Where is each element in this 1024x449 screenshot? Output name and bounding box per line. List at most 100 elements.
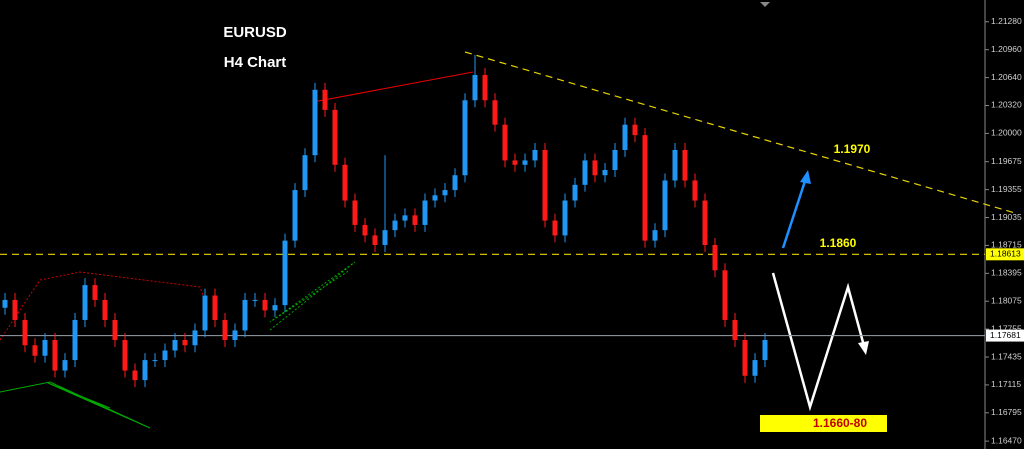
candle-body (642, 135, 648, 241)
candle-body (22, 319, 28, 346)
y-tick-label: 1.16795 (991, 407, 1022, 417)
y-tick-label: 1.19035 (991, 212, 1022, 222)
candle-body (52, 340, 58, 371)
y-tick-label: 1.16470 (991, 435, 1022, 445)
candle-body (312, 89, 318, 156)
candle-body (732, 319, 738, 341)
candle-body (432, 195, 438, 201)
candle-body (612, 149, 618, 171)
red-line (312, 71, 474, 103)
y-tick-label: 1.18715 (991, 240, 1022, 250)
candle-body (542, 149, 548, 221)
candle-body (442, 190, 448, 196)
candle-body (572, 184, 578, 201)
candle-body (472, 74, 478, 101)
candle-body (42, 340, 48, 356)
candle-body (152, 360, 158, 362)
candle-body (332, 109, 338, 165)
candle-body (632, 124, 638, 136)
y-tick-label: 1.18075 (991, 295, 1022, 305)
candle-body (322, 89, 328, 110)
blue-arrowhead (800, 170, 811, 184)
candle-body (282, 240, 288, 306)
candle-body (482, 74, 488, 101)
y-tick-label: 1.17115 (991, 379, 1021, 389)
support-price-label: 1.18613 (990, 249, 1021, 259)
y-tick-label: 1.20320 (991, 100, 1022, 110)
y-tick-label: 1.17755 (991, 323, 1022, 333)
target-annotation: 1.1660-80 (813, 416, 867, 430)
y-tick-label: 1.19355 (991, 184, 1022, 194)
candle-body (722, 270, 728, 320)
y-tick-label: 1.20640 (991, 72, 1022, 82)
candle-body (192, 330, 198, 346)
candle-body (492, 100, 498, 125)
candle-body (412, 215, 418, 225)
zigzag-line (0, 271, 206, 341)
candle-body (692, 180, 698, 201)
candle-body (252, 299, 258, 301)
y-tick-label: 1.20000 (991, 128, 1022, 138)
candle-body (72, 319, 78, 361)
candle-body (92, 285, 98, 300)
candle-body (602, 170, 608, 176)
last-price-label: 1.17681 (990, 330, 1021, 340)
candle-body (342, 164, 348, 201)
candle-body (552, 220, 558, 236)
candle-body (112, 319, 118, 341)
candle-body (532, 149, 538, 161)
candle-body (362, 224, 368, 236)
candle-body (562, 200, 568, 236)
candle-body (182, 340, 188, 346)
candle-body (382, 230, 388, 245)
candle-body (402, 215, 408, 221)
candle-body (462, 100, 468, 176)
candle-body (212, 295, 218, 320)
candle-body (242, 299, 248, 331)
chart-subtitle: H4 Chart (224, 54, 287, 71)
annotation: 1.1860 (820, 236, 857, 250)
candle-body (622, 124, 628, 150)
candle-body (522, 160, 528, 165)
y-tick-label: 1.20960 (991, 44, 1022, 54)
white-arrow (771, 272, 866, 412)
candle-body (662, 180, 668, 231)
candle-body (162, 350, 168, 361)
candle-body (392, 220, 398, 231)
candle-body (102, 299, 108, 320)
candle-body (652, 230, 658, 241)
support-price-box (986, 248, 1024, 261)
candle-body (232, 330, 238, 341)
candle-body (202, 295, 208, 331)
candle-body (742, 340, 748, 376)
candle-body (32, 345, 38, 356)
candle-body (62, 360, 68, 371)
candle-body (2, 299, 8, 308)
white-arrowhead (858, 341, 869, 355)
candle-body (172, 340, 178, 351)
candle-body (262, 299, 268, 311)
candle-body (762, 340, 768, 361)
y-tick-label: 1.17435 (991, 351, 1022, 361)
last-price-box (986, 329, 1024, 342)
candle-body (702, 200, 708, 245)
candle-body (132, 370, 138, 381)
candle-body (682, 149, 688, 181)
shift-marker (760, 2, 770, 7)
candle-body (292, 190, 298, 241)
green-dotted-line (269, 261, 356, 331)
candle-body (12, 299, 18, 320)
candle-body (672, 149, 678, 181)
candle-body (82, 285, 88, 320)
candle-body (752, 360, 758, 376)
candle-body (302, 155, 308, 191)
target-box (760, 415, 887, 432)
candle-body (422, 200, 428, 225)
candle-body (222, 319, 228, 341)
candle-body (592, 160, 598, 176)
y-tick-label: 1.19675 (991, 156, 1022, 166)
candle-body (712, 244, 718, 271)
y-tick-label: 1.21280 (991, 16, 1022, 26)
